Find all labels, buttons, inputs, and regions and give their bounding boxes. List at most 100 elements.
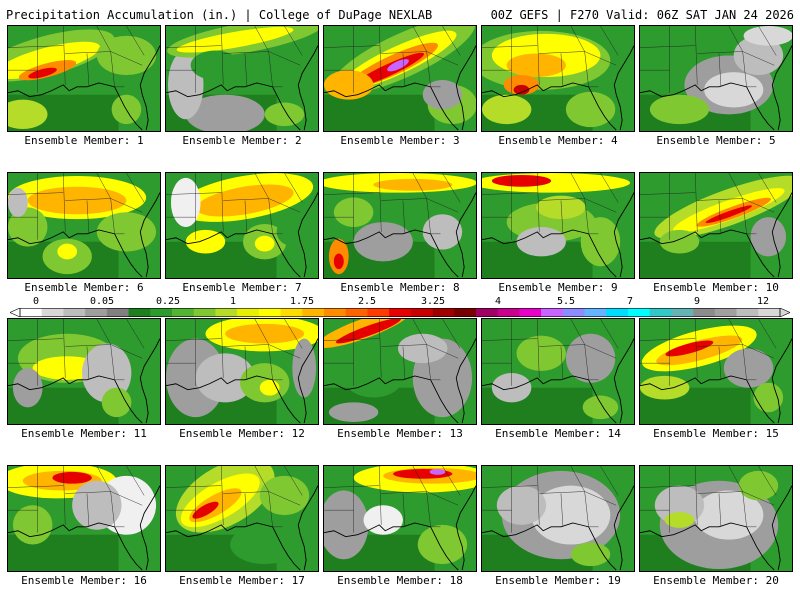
colorbar-cell (258, 308, 281, 317)
state-borders (324, 26, 476, 131)
colorbar-cell (693, 308, 716, 317)
state-borders (8, 466, 160, 571)
colorbar-cell (736, 308, 759, 317)
colorbar-cell (172, 308, 195, 317)
colorbar-cell (410, 308, 433, 317)
ensemble-member-map (639, 172, 793, 279)
precip-contour (733, 35, 784, 76)
precip-contour (192, 501, 219, 519)
ensemble-member-label: Ensemble Member: 14 (495, 427, 621, 440)
colorbar-tick-label: 0.25 (155, 296, 181, 307)
precip-map (640, 466, 792, 571)
colorbar-cell (454, 308, 477, 317)
colorbar-cell (628, 308, 651, 317)
state-borders (166, 26, 318, 131)
precip-contour (496, 485, 547, 525)
precip-contour (665, 340, 714, 357)
colorbar-cell (106, 308, 129, 317)
precip-contour (190, 50, 241, 80)
page-header: Precipitation Accumulation (in.) | Colle… (0, 0, 800, 24)
precip-contour (8, 187, 28, 218)
precip-map (8, 319, 160, 424)
state-borders (640, 173, 792, 278)
colorbar-tick-label: 12 (756, 296, 770, 307)
precip-contour (491, 174, 552, 187)
colorbar-cell (63, 308, 86, 317)
ensemble-member-map (165, 25, 319, 132)
precip-contour (276, 217, 313, 247)
precip-contour (8, 99, 48, 130)
ensemble-member-label: Ensemble Member: 3 (340, 134, 460, 147)
precip-contour (324, 70, 374, 100)
state-borders (640, 26, 792, 131)
colorbar-cell (758, 308, 781, 317)
state-borders (166, 466, 318, 571)
precip-contour (750, 217, 787, 257)
precip-contour (72, 480, 122, 530)
colorbar-cell (432, 308, 455, 317)
ensemble-member-label: Ensemble Member: 7 (182, 281, 302, 294)
ensemble-member-map (165, 172, 319, 279)
precip-contour (654, 485, 705, 525)
colorbar-left-arrow (10, 308, 21, 317)
precip-map (324, 26, 476, 131)
precip-contour (649, 94, 710, 125)
colorbar-cell (193, 308, 216, 317)
precip-contour (333, 253, 344, 270)
colorbar-cell (497, 308, 520, 317)
precip-contour (225, 323, 305, 344)
colorbar-cell (584, 308, 607, 317)
precip-contour (422, 214, 463, 250)
state-borders (8, 173, 160, 278)
colorbar-cell (714, 308, 737, 317)
precip-contour (343, 358, 403, 398)
precip-contour (738, 470, 779, 501)
ensemble-member-label: Ensemble Member: 19 (495, 574, 621, 587)
ensemble-member-map (481, 318, 635, 425)
precip-contour (565, 91, 616, 128)
page-title: Precipitation Accumulation (in.) | Colle… (6, 8, 433, 22)
precip-contour (582, 395, 619, 420)
state-borders (324, 319, 476, 424)
ensemble-member-map (481, 172, 635, 279)
ensemble-member-label: Ensemble Member: 13 (337, 427, 463, 440)
precip-contour (28, 67, 57, 79)
precip-contour (743, 26, 792, 46)
precip-contour (328, 402, 379, 423)
precip-contour (96, 35, 157, 76)
state-borders (324, 173, 476, 278)
precip-map (166, 466, 318, 571)
precip-map (8, 466, 160, 571)
precip-contour (292, 338, 317, 398)
ensemble-member-label: Ensemble Member: 16 (21, 574, 147, 587)
precip-contour (753, 382, 784, 413)
ensemble-member-map (7, 172, 161, 279)
colorbar-tick-label: 5.5 (556, 296, 576, 307)
precip-colorbar: 0 0.05 0.25 1 1.75 2.5 3.25 4 5.5 7 9 12 (0, 296, 800, 320)
colorbar-tick-label: 1.75 (289, 296, 315, 307)
state-borders (482, 173, 634, 278)
precip-contour (398, 333, 448, 364)
precip-map (640, 319, 792, 424)
precip-contour (264, 102, 305, 127)
ensemble-member-label: Ensemble Member: 9 (498, 281, 618, 294)
precip-map (324, 319, 476, 424)
precip-contour (185, 229, 226, 254)
ensemble-member-map (323, 318, 477, 425)
colorbar-right-arrow (779, 308, 790, 317)
precip-contour (8, 41, 101, 79)
precip-contour (704, 72, 764, 108)
precip-contour (516, 226, 566, 257)
ensemble-member-map (639, 465, 793, 572)
precip-map (166, 173, 318, 278)
ensemble-member-map (323, 465, 477, 572)
colorbar-cell (649, 308, 672, 317)
ensemble-member-map (481, 465, 635, 572)
colorbar-tick-label: 2.5 (357, 296, 377, 307)
precip-contour (96, 212, 157, 252)
precip-map (482, 466, 634, 571)
precip-map (482, 319, 634, 424)
colorbar-cell (85, 308, 108, 317)
ensemble-member-map (323, 172, 477, 279)
ensemble-member-label: Ensemble Member: 11 (21, 427, 147, 440)
